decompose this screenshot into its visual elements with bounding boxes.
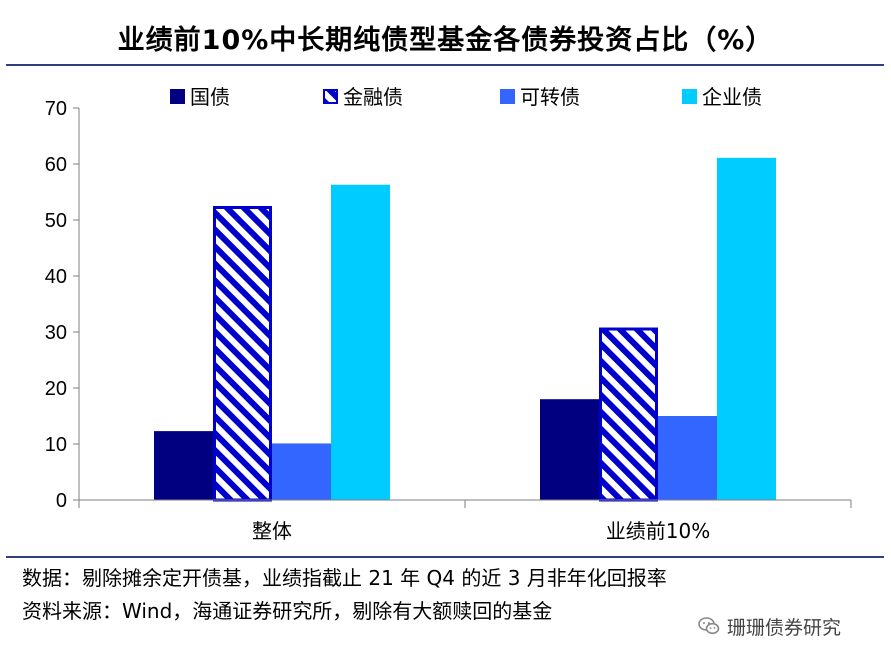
legend-label: 企业债 bbox=[702, 85, 762, 109]
source-note: 资料来源：Wind，海通证券研究所，剔除有大额赎回的基金 bbox=[22, 599, 553, 623]
wechat-icon bbox=[698, 617, 720, 635]
legend-label: 国债 bbox=[190, 85, 230, 109]
y-axis: 0 10 20 30 40 50 60 70 bbox=[45, 98, 80, 512]
bar-国债-业绩前10% bbox=[540, 399, 599, 500]
x-tick-label: 业绩前10% bbox=[606, 519, 710, 543]
chart-title: 业绩前10%中长期纯债型基金各债券投资占比（%） bbox=[117, 25, 774, 56]
legend-swatch-企业债 bbox=[682, 89, 697, 104]
legend-swatch-可转债 bbox=[500, 89, 515, 104]
watermark-text: 珊珊债券研究 bbox=[727, 616, 842, 639]
bar-可转债-整体 bbox=[272, 443, 331, 500]
x-axis: 整体 业绩前10% bbox=[78, 499, 852, 543]
bars bbox=[154, 157, 776, 502]
y-tick-label: 40 bbox=[45, 266, 67, 288]
y-tick-label: 70 bbox=[45, 98, 67, 120]
data-note: 数据：剔除摊余定开债基，业绩指截止 21 年 Q4 的近 3 月非年化回报率 bbox=[22, 566, 667, 590]
legend-label: 金融债 bbox=[343, 85, 403, 109]
bar-企业债-整体 bbox=[331, 184, 390, 500]
bar-金融债-业绩前10% bbox=[599, 327, 658, 502]
legend-swatch-金融债 bbox=[323, 89, 338, 104]
y-tick-label: 50 bbox=[45, 210, 67, 232]
bar-国债-整体 bbox=[154, 431, 213, 500]
bar-金融债-整体 bbox=[213, 206, 272, 502]
y-tick-label: 30 bbox=[45, 322, 67, 344]
top-divider bbox=[6, 64, 884, 66]
y-tick-label: 60 bbox=[45, 154, 67, 176]
bar-企业债-业绩前10% bbox=[717, 157, 776, 500]
bar-chart: 国债 金融债 可转债 企业债 0 10 20 30 40 50 60 70 整体 业绩前10% bbox=[45, 85, 852, 543]
y-tick-label: 10 bbox=[45, 434, 67, 456]
legend-label: 可转债 bbox=[520, 85, 580, 109]
y-tick-label: 0 bbox=[56, 490, 67, 512]
bar-可转债-业绩前10% bbox=[658, 416, 717, 500]
x-tick-label: 整体 bbox=[252, 519, 292, 543]
legend-swatch-国债 bbox=[170, 89, 185, 104]
legend: 国债 金融债 可转债 企业债 bbox=[170, 85, 762, 109]
y-tick-label: 20 bbox=[45, 378, 67, 400]
watermark: 珊珊债券研究 bbox=[697, 612, 846, 640]
bottom-divider bbox=[6, 556, 884, 558]
